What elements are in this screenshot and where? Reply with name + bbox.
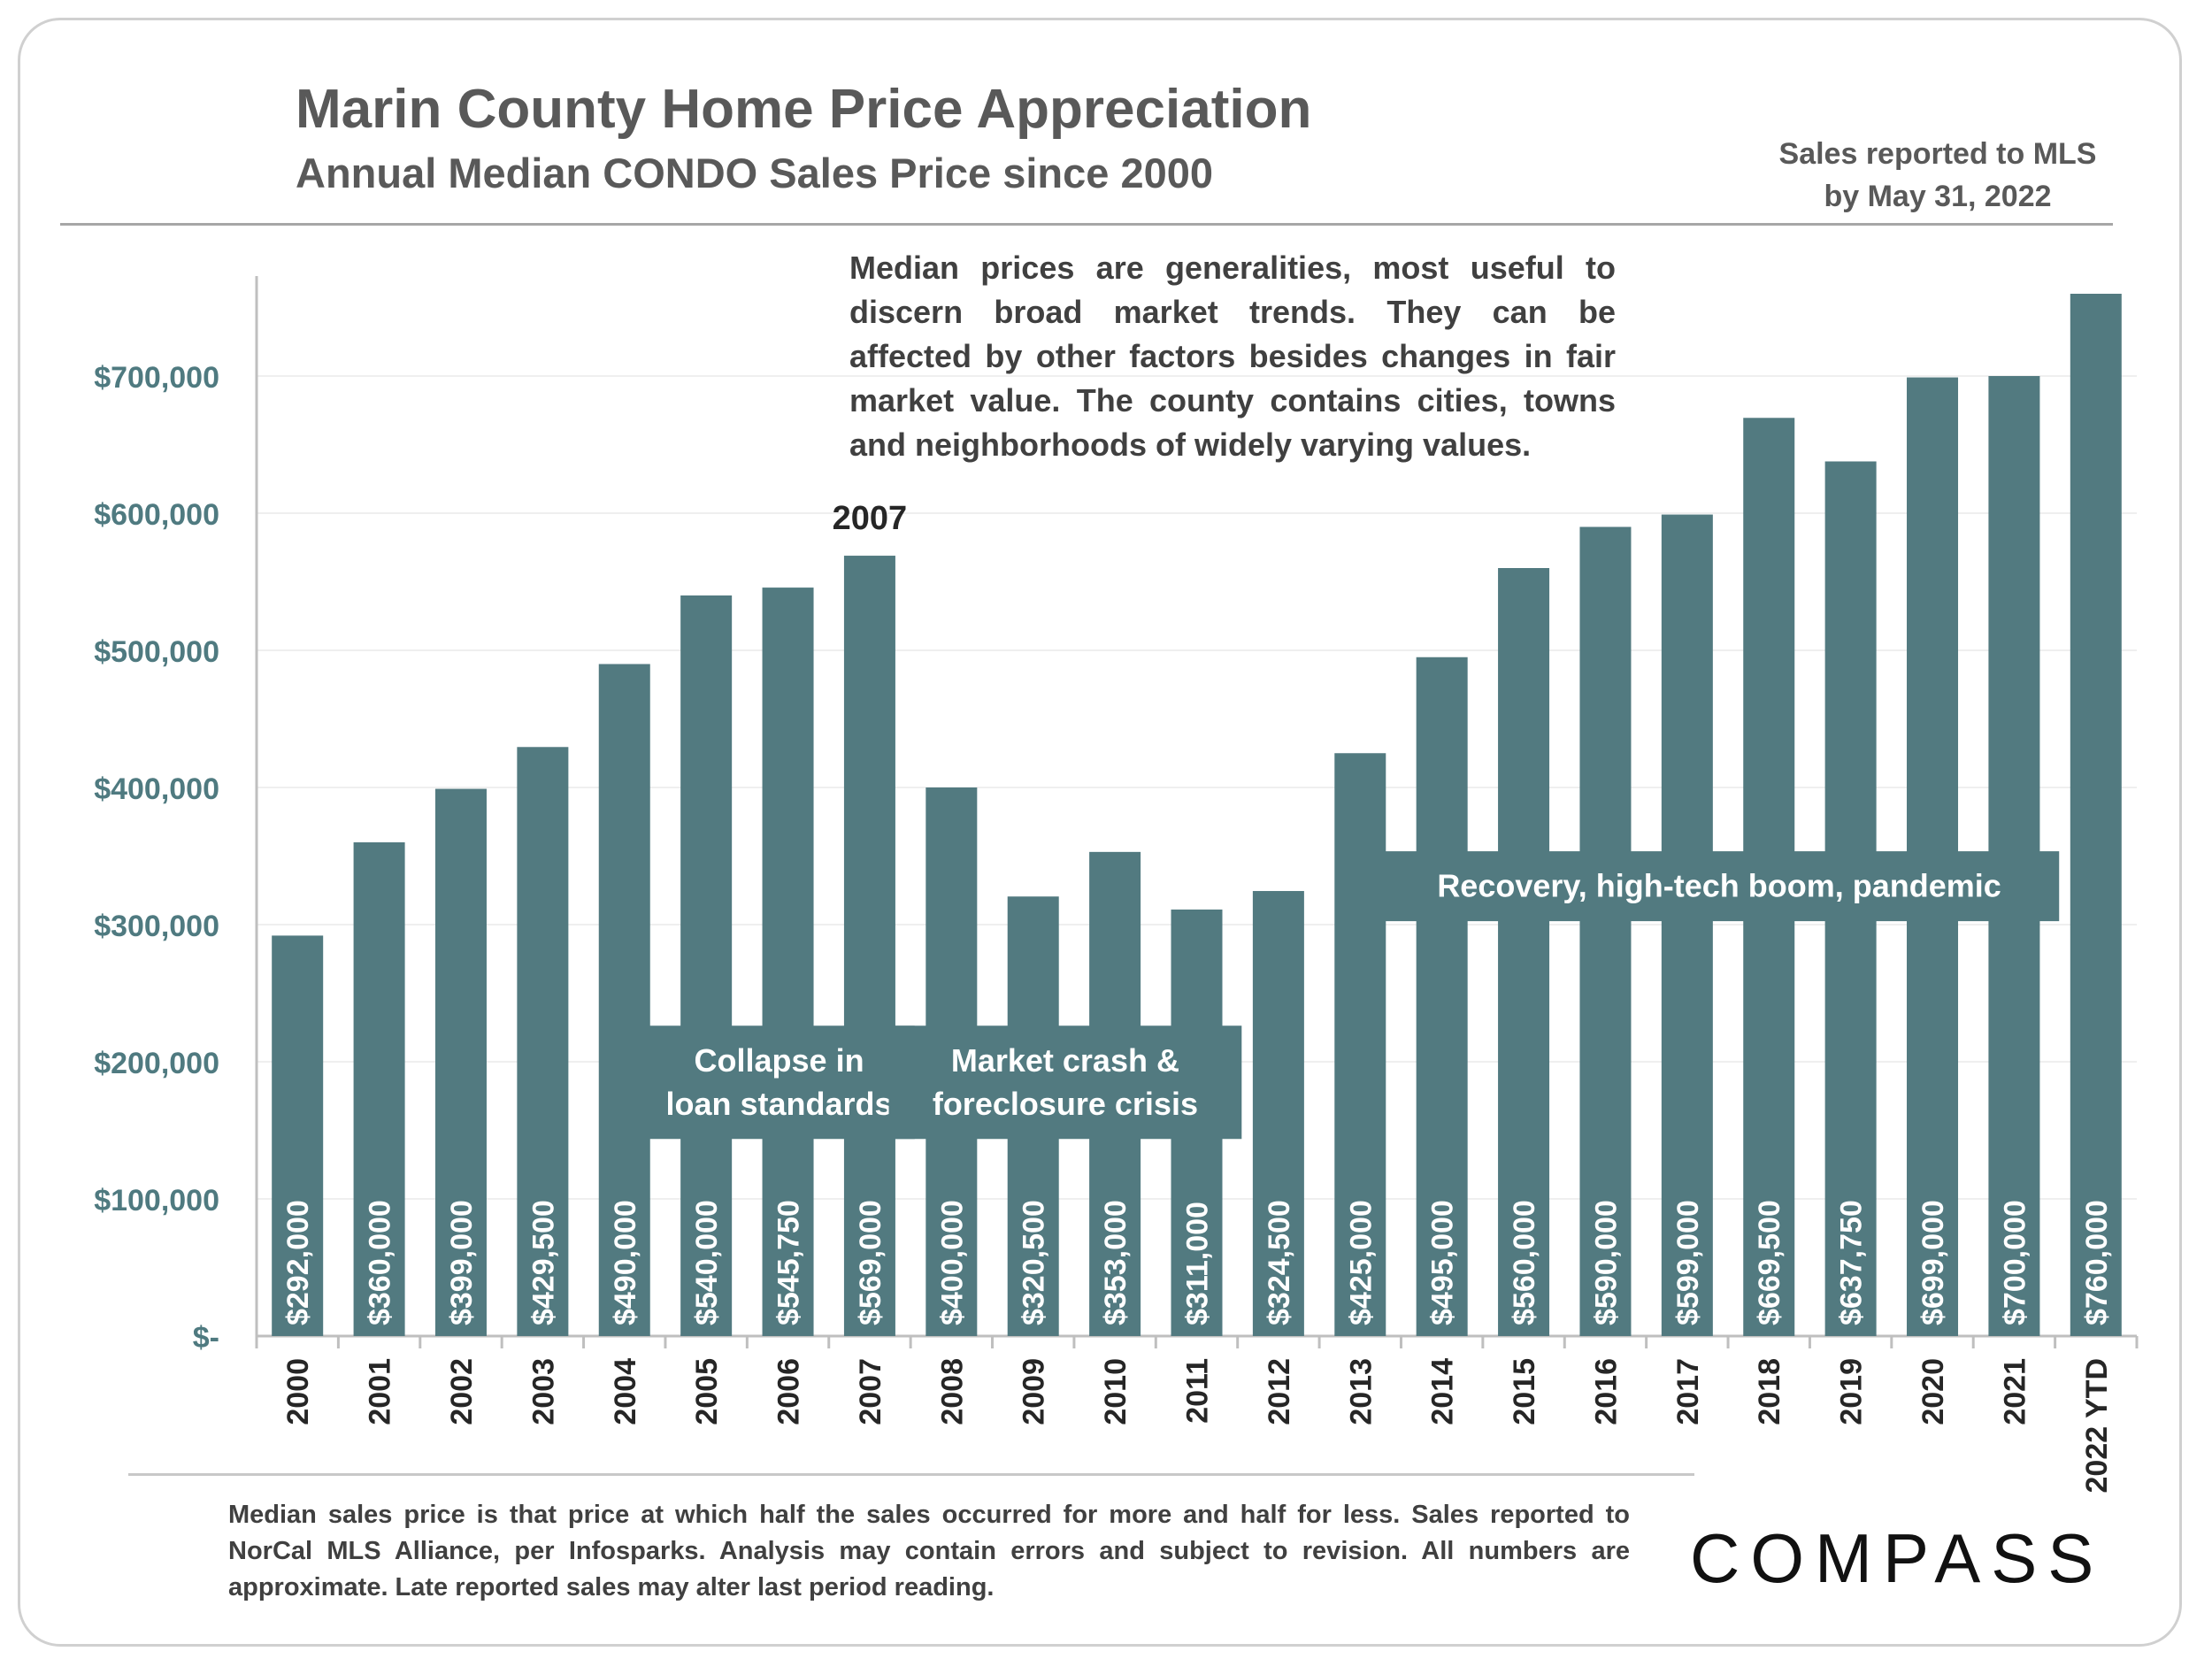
bar-value-label: $637,750 — [1835, 1200, 1869, 1325]
annotation-box — [643, 1025, 915, 1140]
y-tick-label: $300,000 — [94, 910, 219, 943]
bar — [598, 664, 650, 1336]
annotation-text: loan standards — [666, 1086, 893, 1122]
x-tick-label: 2007 — [854, 1358, 887, 1425]
x-tick-label: 2015 — [1508, 1358, 1541, 1425]
bar-value-label: $560,000 — [1508, 1200, 1541, 1325]
y-tick-label: $600,000 — [94, 498, 219, 532]
x-tick-label: 2006 — [772, 1358, 806, 1425]
annotation-text: Market crash & — [951, 1042, 1179, 1079]
median-explanation: Median prices are generalities, most use… — [849, 246, 1616, 467]
bar-value-label: $599,000 — [1671, 1200, 1705, 1325]
x-tick-label: 2005 — [690, 1358, 724, 1425]
y-tick-label: $200,000 — [94, 1047, 219, 1080]
bar-value-label: $545,750 — [772, 1200, 806, 1325]
bar — [1334, 753, 1386, 1336]
explanation-line: Median prices are generalities, most use… — [849, 250, 1616, 286]
x-tick-label: 2013 — [1344, 1358, 1378, 1425]
compass-logo: COMPASS — [1690, 1519, 2105, 1597]
footer-divider — [128, 1473, 1694, 1476]
chart-subtitle: Annual Median CONDO Sales Price since 20… — [296, 150, 1214, 196]
bar — [1579, 526, 1632, 1336]
y-tick-label: $- — [193, 1321, 219, 1355]
bar — [2070, 294, 2122, 1336]
x-tick-label: 2004 — [609, 1358, 642, 1425]
explanation-line: affected by other factors besides change… — [849, 338, 1616, 374]
bar-value-label: $400,000 — [935, 1200, 969, 1325]
explanation-line: and neighborhoods of widely varying valu… — [849, 426, 1532, 463]
bar-value-label: $590,000 — [1589, 1200, 1623, 1325]
bar-value-label: $490,000 — [609, 1200, 642, 1325]
x-tick-label: 2008 — [935, 1358, 969, 1425]
y-tick-label: $500,000 — [94, 635, 219, 669]
bar-value-label: $429,500 — [526, 1200, 560, 1325]
bar — [272, 935, 324, 1336]
annotation-text: Recovery, high-tech boom, pandemic — [1437, 868, 2001, 904]
bar — [762, 588, 814, 1336]
annotation-text: Collapse in — [695, 1042, 864, 1079]
x-tick-label: 2010 — [1099, 1358, 1133, 1425]
bar-value-label: $311,000 — [1181, 1202, 1215, 1325]
x-tick-label: 2021 — [1998, 1358, 2032, 1425]
bar-value-label: $320,500 — [1018, 1200, 1051, 1325]
x-tick-label: 2017 — [1671, 1358, 1705, 1425]
x-tick-label: 2019 — [1835, 1358, 1869, 1425]
x-tick-label: 2012 — [1263, 1358, 1296, 1425]
mls-note-line2: by May 31, 2022 — [1824, 180, 2052, 213]
x-tick-label: 2018 — [1753, 1358, 1786, 1425]
bar — [353, 842, 405, 1336]
footnote: Median sales price is that price at whic… — [228, 1501, 1630, 1601]
mls-note: Sales reported to MLS by May 31, 2022 — [1708, 133, 2168, 218]
y-tick-label: $700,000 — [94, 361, 219, 395]
year-2007-label: 2007 — [833, 500, 908, 537]
annotation-text: foreclosure crisis — [933, 1086, 1198, 1122]
x-tick-label: 2009 — [1018, 1358, 1051, 1425]
bar-value-label: $292,000 — [281, 1200, 315, 1325]
chart-title: Marin County Home Price Appreciation — [296, 79, 1312, 140]
explanation-line: discern broad market trends. They can be — [849, 294, 1616, 330]
bar-value-label: $360,000 — [364, 1200, 397, 1325]
bar-value-label: $540,000 — [690, 1200, 724, 1325]
chart-frame — [18, 18, 2182, 1647]
y-tick-label: $400,000 — [94, 772, 219, 806]
bar-value-label: $669,500 — [1753, 1200, 1786, 1325]
bar-value-label: $399,000 — [445, 1200, 479, 1325]
x-tick-label: 2000 — [281, 1358, 315, 1425]
bar — [680, 595, 733, 1336]
bar-value-label: $353,000 — [1099, 1200, 1133, 1325]
bar-value-label: $495,000 — [1426, 1200, 1460, 1325]
bar-value-label: $569,000 — [854, 1200, 887, 1325]
x-tick-label: 2002 — [445, 1358, 479, 1425]
x-tick-label: 2011 — [1181, 1358, 1215, 1424]
bar — [1252, 891, 1304, 1336]
bar-value-label: $425,000 — [1344, 1200, 1378, 1325]
bar — [1498, 568, 1550, 1336]
x-tick-label: 2022 YTD — [2080, 1358, 2114, 1493]
explanation-line: market value. The county contains cities… — [849, 382, 1616, 419]
bar-value-label: $324,500 — [1263, 1200, 1296, 1325]
x-tick-label: 2001 — [364, 1358, 397, 1425]
bar-value-label: $700,000 — [1998, 1200, 2032, 1325]
bar — [1661, 514, 1713, 1336]
bar — [1416, 657, 1468, 1336]
bar-value-label: $760,000 — [2080, 1200, 2114, 1325]
y-tick-label: $100,000 — [94, 1184, 219, 1217]
bar — [843, 556, 895, 1336]
x-tick-label: 2020 — [1916, 1358, 1950, 1425]
bar — [434, 788, 487, 1336]
x-tick-label: 2014 — [1426, 1358, 1460, 1425]
bar — [517, 747, 569, 1336]
header-divider — [60, 223, 2113, 226]
mls-note-line1: Sales reported to MLS — [1778, 137, 2097, 171]
x-tick-label: 2003 — [526, 1358, 560, 1425]
bar-value-label: $699,000 — [1916, 1200, 1950, 1325]
annotation-box — [1379, 851, 2060, 922]
annotation-box — [888, 1025, 1242, 1140]
x-tick-label: 2016 — [1589, 1358, 1623, 1425]
